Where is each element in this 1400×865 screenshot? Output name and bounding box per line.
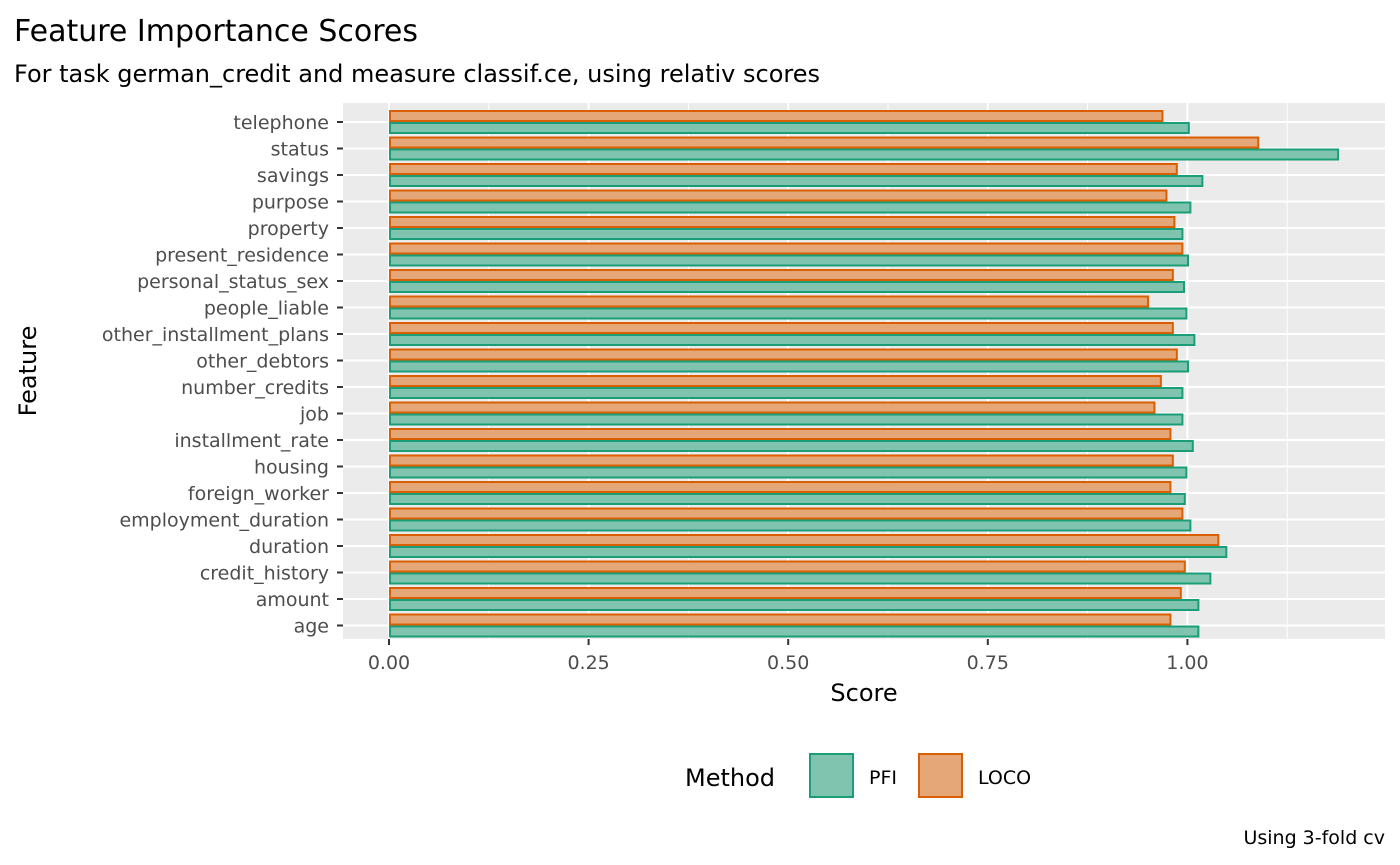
chart-title: Feature Importance Scores [14, 14, 418, 49]
bar-pfi-property [389, 228, 1184, 240]
y-tick-label: other_debtors [196, 351, 329, 373]
chart-subtitle: For task german_credit and measure class… [14, 60, 820, 88]
x-tick-label: 0.50 [767, 652, 809, 674]
bar-pfi-number_credits [389, 387, 1184, 399]
y-tick-label: present_residence [155, 245, 329, 267]
bar-loco-foreign_worker [389, 481, 1172, 493]
bar-pfi-other_debtors [389, 360, 1189, 373]
bar-pfi-housing [389, 466, 1188, 479]
chart-caption: Using 3-fold cv [1243, 827, 1385, 849]
bar-loco-credit_history [389, 560, 1186, 573]
bar-loco-duration [389, 534, 1220, 546]
bar-pfi-status [389, 148, 1340, 161]
bar-loco-savings [389, 163, 1178, 175]
bar-pfi-savings [389, 175, 1204, 187]
bar-loco-job [389, 401, 1156, 414]
y-tick-label: property [248, 218, 329, 240]
bar-loco-other_installment_plans [389, 322, 1174, 334]
y-tick-label: credit_history [200, 563, 329, 585]
bar-pfi-installment_rate [389, 440, 1194, 452]
bar-loco-purpose [389, 189, 1168, 202]
bar-loco-status [389, 136, 1260, 149]
bar-pfi-present_residence [389, 254, 1189, 267]
bar-loco-number_credits [389, 375, 1162, 387]
y-tick-label: foreign_worker [188, 483, 329, 505]
bar-loco-housing [389, 454, 1174, 467]
bar-loco-age [389, 613, 1172, 626]
legend-key-loco [918, 753, 963, 798]
x-axis-title: Score [830, 679, 897, 707]
bar-loco-employment_duration [389, 507, 1184, 520]
bar-pfi-people_liable [389, 307, 1188, 320]
bar-loco-amount [389, 587, 1182, 599]
y-tick-label: duration [249, 536, 329, 558]
y-tick-label: telephone [233, 112, 329, 134]
bar-loco-property [389, 216, 1176, 228]
y-tick-label: age [294, 616, 329, 638]
y-tick-label: amount [256, 589, 329, 611]
legend-label-pfi: PFI [869, 767, 897, 789]
y-tick-label: job [299, 404, 329, 426]
bar-loco-people_liable [389, 295, 1150, 308]
y-axis: age amount credit_history duration employmen… [102, 112, 343, 638]
y-tick-label: installment_rate [174, 430, 329, 452]
y-axis-title: Feature [14, 326, 42, 417]
bar-loco-personal_status_sex [389, 269, 1174, 281]
bars [389, 110, 1340, 638]
legend: Method PFI LOCO [685, 753, 1031, 798]
bar-pfi-age [389, 625, 1200, 638]
y-tick-label: savings [257, 165, 329, 187]
bar-pfi-employment_duration [389, 519, 1192, 532]
y-tick-label: other_installment_plans [102, 324, 329, 346]
bar-pfi-duration [389, 546, 1228, 558]
y-tick-label: employment_duration [119, 510, 329, 532]
bar-loco-telephone [389, 110, 1164, 122]
bar-pfi-personal_status_sex [389, 281, 1186, 293]
bar-loco-present_residence [389, 242, 1184, 255]
y-tick-label: personal_status_sex [137, 271, 329, 293]
y-tick-label: people_liable [204, 298, 329, 320]
legend-title: Method [685, 764, 775, 792]
x-axis: 0.00 0.25 0.50 0.75 1.00 [368, 639, 1209, 674]
y-tick-label: housing [254, 457, 329, 479]
bar-pfi-credit_history [389, 572, 1212, 585]
bar-pfi-other_installment_plans [389, 334, 1196, 346]
y-tick-label: status [271, 139, 329, 161]
y-tick-label: number_credits [181, 377, 329, 399]
bar-loco-other_debtors [389, 348, 1178, 361]
legend-label-loco: LOCO [978, 767, 1031, 789]
y-tick-label: purpose [252, 192, 329, 214]
x-tick-label: 0.00 [368, 652, 410, 674]
x-tick-label: 0.25 [567, 652, 609, 674]
x-tick-label: 1.00 [1166, 652, 1208, 674]
x-tick-label: 0.75 [967, 652, 1009, 674]
bar-pfi-telephone [389, 122, 1190, 134]
bar-pfi-foreign_worker [389, 493, 1186, 505]
bar-pfi-purpose [389, 201, 1192, 214]
legend-key-pfi [809, 753, 854, 798]
bar-loco-installment_rate [389, 428, 1172, 440]
bar-pfi-amount [389, 599, 1200, 611]
bar-pfi-job [389, 413, 1184, 426]
